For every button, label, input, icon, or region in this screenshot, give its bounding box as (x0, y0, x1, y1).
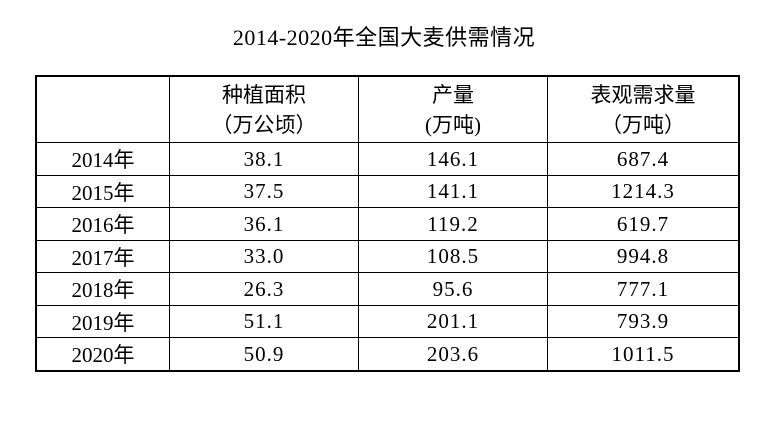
table-row-2020: 2020年 50.9 203.6 1011.5 (35, 337, 740, 372)
page-title: 2014-2020年全国大麦供需情况 (232, 25, 536, 50)
cell-planting-area: 50.9 (169, 337, 359, 372)
cell-planting-area: 38.1 (169, 142, 359, 176)
header-line1: 表观需求量 (590, 82, 696, 107)
cell-output: 146.1 (358, 142, 548, 176)
cell-year: 2016年 (35, 207, 170, 241)
header-line2: （万吨） (601, 112, 685, 137)
barley-supply-demand-table: 种植面积 （万公顷） 产量 (万吨) 表观需求量 （万吨） 2014年 38.1… (35, 75, 740, 372)
header-output: 产量 (万吨) (358, 75, 548, 144)
cell-year: 2019年 (35, 304, 170, 339)
cell-planting-area: 36.1 (169, 207, 359, 241)
table-row-2017: 2017年 33.0 108.5 994.8 (35, 239, 740, 274)
cell-output: 119.2 (358, 207, 548, 241)
cell-output: 108.5 (358, 239, 548, 274)
header-line2: (万吨) (425, 112, 481, 137)
header-planting-area: 种植面积 （万公顷） (169, 75, 359, 144)
table-row-2015: 2015年 37.5 141.1 1214.3 (35, 174, 740, 209)
cell-apparent-demand: 619.7 (547, 207, 740, 241)
table-header-row: 种植面积 （万公顷） 产量 (万吨) 表观需求量 （万吨） (35, 75, 740, 144)
cell-apparent-demand: 1214.3 (547, 174, 740, 209)
cell-year: 2015年 (35, 174, 170, 209)
cell-planting-area: 33.0 (169, 239, 359, 274)
cell-output: 95.6 (358, 272, 548, 306)
header-line2: （万公顷） (211, 112, 317, 137)
table-row-2019: 2019年 51.1 201.1 793.9 (35, 304, 740, 339)
table-row-2016: 2016年 36.1 119.2 619.7 (35, 207, 740, 241)
header-apparent-demand: 表观需求量 （万吨） (547, 75, 740, 144)
cell-apparent-demand: 687.4 (547, 142, 740, 176)
cell-apparent-demand: 777.1 (547, 272, 740, 306)
header-line1: 产量 (432, 82, 474, 107)
cell-planting-area: 37.5 (169, 174, 359, 209)
cell-output: 203.6 (358, 337, 548, 372)
cell-apparent-demand: 1011.5 (547, 337, 740, 372)
header-line1: 种植面积 (222, 82, 306, 107)
table-row-2018: 2018年 26.3 95.6 777.1 (35, 272, 740, 306)
cell-planting-area: 26.3 (169, 272, 359, 306)
cell-year: 2014年 (35, 142, 170, 176)
cell-year: 2017年 (35, 239, 170, 274)
cell-planting-area: 51.1 (169, 304, 359, 339)
table-row-2014: 2014年 38.1 146.1 687.4 (35, 142, 740, 176)
cell-output: 141.1 (358, 174, 548, 209)
cell-year: 2020年 (35, 337, 170, 372)
cell-year: 2018年 (35, 272, 170, 306)
cell-apparent-demand: 793.9 (547, 304, 740, 339)
header-year-blank (35, 75, 170, 144)
cell-apparent-demand: 994.8 (547, 239, 740, 274)
cell-output: 201.1 (358, 304, 548, 339)
